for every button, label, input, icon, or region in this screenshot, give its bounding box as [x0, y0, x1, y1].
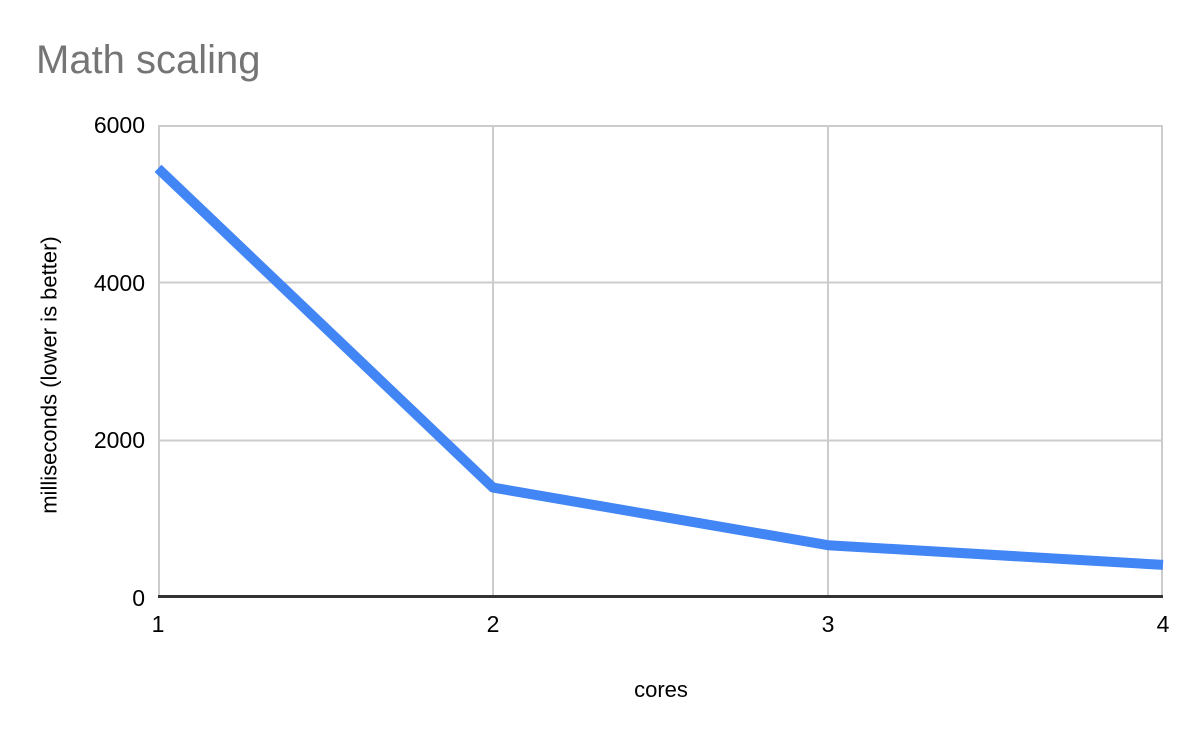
- x-tick-label: 1: [151, 611, 165, 637]
- y-tick-label: 6000: [93, 112, 145, 138]
- plot-area: [154, 125, 1164, 598]
- y-tick-label: 2000: [93, 427, 145, 453]
- series-line: [154, 164, 1164, 570]
- chart-title: Math scaling: [36, 38, 261, 82]
- y-tick-label: 0: [132, 585, 145, 611]
- x-tick-label: 3: [821, 611, 835, 637]
- plot-svg: [154, 125, 1164, 598]
- x-axis-title: cores: [634, 677, 688, 702]
- y-tick-label: 4000: [93, 270, 145, 296]
- x-tick-label: 2: [486, 611, 500, 637]
- x-tick-label: 4: [1156, 611, 1170, 637]
- horizontal-gridlines: [158, 125, 1163, 442]
- y-axis-title: milliseconds (lower is better): [36, 236, 62, 514]
- vertical-gridlines: [158, 125, 1163, 598]
